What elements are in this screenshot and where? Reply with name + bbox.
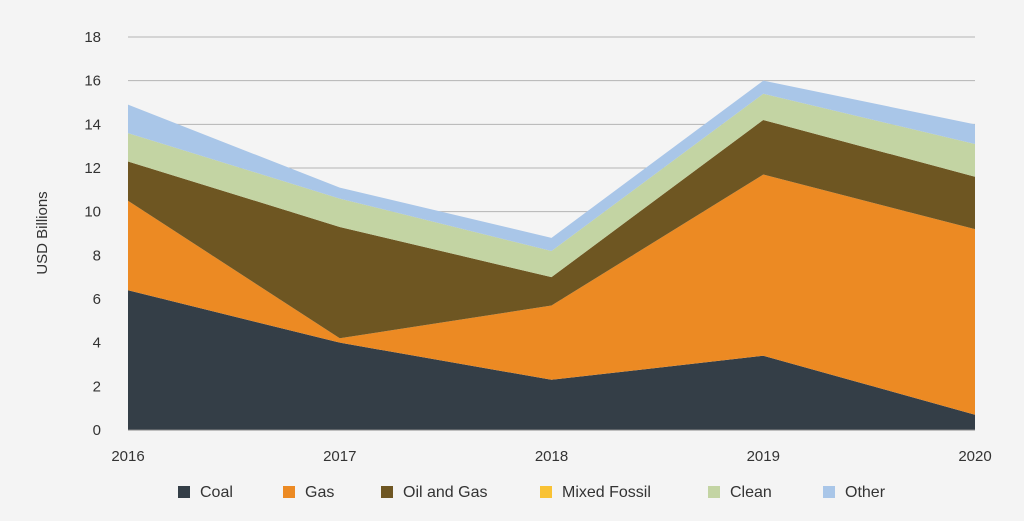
x-tick-label: 2016: [111, 448, 144, 465]
legend-item: Coal: [178, 484, 233, 501]
legend-label: Oil and Gas: [403, 484, 487, 501]
legend-label: Clean: [730, 484, 772, 501]
legend-item: Other: [823, 484, 886, 501]
area-gas: [128, 174, 975, 415]
legend-label: Gas: [305, 484, 334, 501]
x-tick-label: 2019: [747, 448, 780, 465]
legend-item: Oil and Gas: [381, 484, 487, 501]
legend-item: Clean: [708, 484, 772, 501]
y-axis-title: USD Billions: [34, 191, 51, 274]
legend-item: Gas: [283, 484, 334, 501]
legend-swatch: [708, 486, 720, 498]
area-clean: [128, 93, 975, 278]
legend-swatch: [823, 486, 835, 498]
legend-swatch: [381, 486, 393, 498]
area-oil-and-gas: [128, 119, 975, 339]
x-tick-label: 2020: [958, 448, 991, 465]
legend-label: Mixed Fossil: [562, 484, 651, 501]
y-tick-label: 2: [93, 378, 101, 395]
legend-label: Coal: [200, 484, 233, 501]
y-tick-label: 4: [93, 335, 101, 352]
y-tick-label: 18: [84, 29, 101, 46]
y-tick-label: 6: [93, 291, 101, 308]
legend-swatch: [540, 486, 552, 498]
legend-swatch: [178, 486, 190, 498]
legend-item: Mixed Fossil: [540, 484, 651, 501]
y-tick-label: 10: [84, 204, 101, 221]
legend-swatch: [283, 486, 295, 498]
y-tick-label: 12: [84, 160, 101, 177]
area-coal: [128, 290, 975, 430]
axes: 0 2 4 6 8 10 12 14 16 18 2016 2017 2018 2019 2020: [84, 29, 991, 465]
series-areas: [128, 80, 975, 430]
y-tick-label: 16: [84, 73, 101, 90]
y-tick-label: 14: [84, 116, 101, 133]
legend: Coal Gas Oil and Gas Mixed Fossil Clean Other: [178, 484, 886, 501]
y-tick-label: 8: [93, 247, 101, 264]
x-tick-label: 2018: [535, 448, 568, 465]
x-tick-label: 2017: [323, 448, 356, 465]
legend-label: Other: [845, 484, 886, 501]
y-tick-label: 0: [93, 422, 101, 439]
